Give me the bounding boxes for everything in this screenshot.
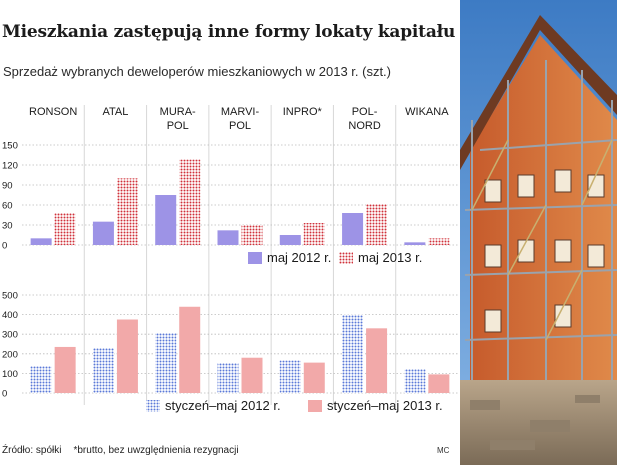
bar-2012: [279, 235, 301, 245]
bar-2012: [155, 195, 177, 245]
building-construction-photo: [460, 0, 617, 465]
y-tick-label: 150: [2, 141, 18, 152]
legend-label: styczeń–maj 2012 r.: [165, 398, 281, 413]
legend-label: maj 2013 r.: [358, 250, 422, 265]
y-tick-label: 0: [2, 241, 7, 252]
bar-2012: [30, 238, 52, 245]
bar-2013: [116, 178, 138, 245]
y-tick-label: 300: [2, 330, 18, 341]
footnote: *brutto, bez uwzględnienia rezygnacji: [73, 445, 239, 456]
bar-2012: [342, 213, 364, 245]
bar-2013: [303, 223, 325, 245]
bar-cumulative-2013: [54, 346, 76, 393]
author-credit: MC: [437, 446, 450, 455]
legend-swatch: [339, 252, 353, 264]
legend-swatch: [248, 252, 262, 264]
legend-swatch: [146, 400, 160, 412]
bar-charts: RONSON ATAL MURA- POL MARVI- POL INPRO* POL- NOR…: [2, 105, 458, 413]
legend-label: styczeń–maj 2013 r.: [327, 398, 443, 413]
bar-cumulative-2012: [279, 360, 301, 393]
bar-cumulative-2013: [366, 328, 388, 393]
y-tick-label: 30: [2, 221, 13, 232]
category-label: ATAL: [102, 106, 128, 118]
category-label: MARVI-: [221, 106, 260, 118]
category-label: POL: [167, 120, 189, 132]
bar-2013: [179, 159, 201, 245]
y-tick-label: 100: [2, 369, 18, 380]
category-label: POL: [229, 120, 251, 132]
category-label: NORD: [348, 120, 380, 132]
legend-label: maj 2012 r.: [267, 250, 331, 265]
category-label: POL-: [352, 106, 378, 118]
bar-cumulative-2013: [241, 357, 263, 393]
bar-2012: [404, 242, 426, 245]
bar-cumulative-2013: [303, 362, 325, 393]
legend-swatch: [308, 400, 322, 412]
bar-2013: [241, 225, 263, 245]
chart-panel: Mieszkania zastępują inne formy lokaty k…: [2, 22, 458, 456]
y-tick-label: 500: [2, 291, 18, 302]
y-tick-label: 90: [2, 181, 13, 192]
chart-title: Mieszkania zastępują inne formy lokaty k…: [2, 22, 456, 42]
bar-cumulative-2012: [30, 366, 52, 393]
bar-2013: [428, 238, 450, 245]
category-label: RONSON: [29, 106, 77, 118]
bar-2013: [54, 213, 76, 245]
category-label: INPRO*: [283, 106, 323, 118]
y-tick-label: 200: [2, 349, 18, 360]
bar-cumulative-2012: [92, 347, 114, 393]
category-label: MURA-: [160, 106, 196, 118]
bar-2013: [366, 203, 388, 245]
y-tick-label: 60: [2, 201, 13, 212]
bar-cumulative-2013: [116, 319, 138, 393]
y-tick-label: 120: [2, 161, 18, 172]
category-label: WIKANA: [405, 106, 449, 118]
y-tick-label: 0: [2, 389, 7, 400]
bar-cumulative-2012: [155, 333, 177, 393]
bar-cumulative-2013: [428, 374, 450, 393]
chart-subtitle: Sprzedaż wybranych deweloperów mieszkani…: [3, 64, 392, 79]
source-label: Źródło: spółki: [2, 445, 62, 456]
bar-2012: [92, 221, 114, 245]
bar-cumulative-2012: [342, 314, 364, 393]
bar-cumulative-2013: [179, 306, 201, 393]
bar-2012: [217, 230, 239, 245]
source-note: Źródło: spółki *brutto, bez uwzględnienia…: [2, 445, 239, 456]
bar-cumulative-2012: [404, 368, 426, 393]
y-tick-label: 400: [2, 310, 18, 321]
bar-cumulative-2012: [217, 362, 239, 393]
